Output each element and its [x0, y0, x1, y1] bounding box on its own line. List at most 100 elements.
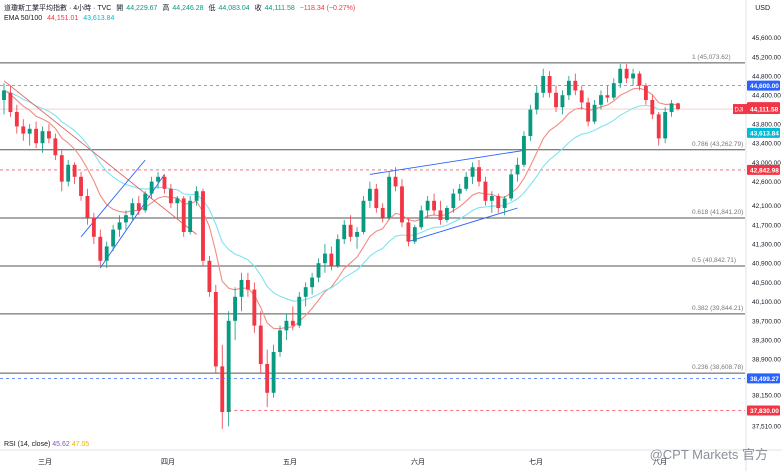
- candle-77: [496, 193, 501, 213]
- candle-88: [566, 76, 571, 100]
- candle-74: [477, 160, 481, 187]
- candle-body-94: [605, 95, 610, 98]
- candle-103: [663, 107, 668, 144]
- candle-65: [419, 205, 424, 230]
- price-tag-4: 42,842.98: [750, 167, 779, 174]
- candle-body-83: [534, 92, 539, 110]
- candle-86: [554, 85, 558, 112]
- candle-45: [290, 306, 295, 331]
- candle-87: [560, 90, 565, 115]
- candle-44: [284, 313, 289, 340]
- candle-body-93: [599, 95, 603, 105]
- candle-23: [149, 176, 154, 199]
- price-axis-layer: 45,600.00 45,200.00 44,800.00 44,400.00 43,8…: [733, 0, 781, 471]
- candle-57: [367, 181, 372, 208]
- candle-61: [393, 167, 398, 192]
- price-tick-0: 45,600.00: [752, 35, 781, 42]
- candle-body-47: [303, 287, 308, 297]
- candle-32: [207, 256, 212, 297]
- candle-30: [194, 186, 199, 206]
- price-tick-17: 38,150.00: [752, 393, 781, 400]
- candle-body-104: [669, 103, 674, 112]
- candle-body-58: [374, 188, 379, 208]
- fib-label-2: 0.618 (41,841.20): [692, 209, 743, 216]
- candle-26: [168, 184, 173, 208]
- price-tick-4: 43,800.00: [752, 122, 781, 129]
- candle-95: [611, 78, 616, 100]
- candle-body-90: [579, 90, 584, 103]
- candle-35: [226, 311, 231, 427]
- candle-body-2: [14, 112, 19, 127]
- price-tick-12: 40,500.00: [752, 280, 781, 287]
- candle-31: [201, 188, 205, 266]
- candle-body-78: [502, 198, 507, 208]
- candle-body-12: [79, 176, 83, 196]
- price-tick-10: 41,300.00: [752, 242, 781, 249]
- candle-body-92: [592, 104, 597, 122]
- candle-68: [438, 200, 443, 225]
- price-tag-bg-3: [747, 127, 780, 138]
- channel-upper: [80, 159, 146, 238]
- candle-body-68: [438, 210, 443, 220]
- candle-body-40: [258, 325, 263, 364]
- ema-layer: [3, 87, 679, 330]
- candle-body-11: [72, 164, 77, 177]
- candle-9: [59, 150, 64, 192]
- candle-body-103: [663, 112, 668, 139]
- candle-17: [111, 224, 116, 252]
- candle-25: [162, 174, 167, 194]
- trendline-red: [3, 80, 197, 235]
- price-tick-14: 39,700.00: [752, 318, 781, 325]
- candle-body-1: [8, 92, 13, 112]
- candle-79: [509, 169, 514, 201]
- candle-5: [34, 121, 39, 148]
- candle-48: [310, 272, 315, 295]
- candle-19: [124, 210, 128, 230]
- candle-body-54: [348, 224, 353, 237]
- candle-body-21: [136, 203, 141, 211]
- candle-body-64: [412, 227, 417, 242]
- candle-24: [156, 172, 160, 189]
- candle-83: [534, 85, 539, 115]
- candle-body-100: [643, 85, 648, 100]
- time-tick-1: 四月: [161, 458, 175, 466]
- rsi-ma-value: 47.05: [71, 441, 90, 448]
- candle-50: [323, 244, 327, 273]
- candle-105: [676, 102, 680, 111]
- candle-body-44: [284, 320, 289, 331]
- candle-body-10: [66, 164, 71, 182]
- currency-label: USD: [755, 5, 770, 12]
- candle-body-34: [220, 366, 225, 412]
- symbol-label: 道瓊斯工業平均指數 · 4小時 · TVC: [4, 5, 112, 12]
- candle-14: [91, 212, 96, 244]
- time-tick-0: 三月: [38, 458, 52, 466]
- candle-body-36: [233, 296, 238, 321]
- candle-36: [233, 287, 238, 340]
- time-tick-3: 六月: [411, 457, 425, 466]
- candle-body-16: [104, 246, 109, 261]
- candle-98: [631, 68, 635, 86]
- candle-body-41: [265, 364, 270, 393]
- price-tick-1: 45,200.00: [752, 54, 781, 61]
- candle-body-28: [181, 198, 186, 232]
- candle-15: [98, 229, 103, 266]
- rsi-label: RSI (14, close): [4, 441, 51, 448]
- candle-97: [624, 64, 629, 84]
- candle-body-38: [245, 280, 250, 290]
- candle-body-37: [239, 280, 244, 297]
- candle-body-48: [310, 277, 315, 288]
- ema50-line: [3, 87, 679, 330]
- candle-body-57: [367, 188, 372, 201]
- candle-62: [400, 179, 404, 228]
- candle-body-30: [194, 191, 199, 201]
- candle-100: [643, 83, 648, 105]
- candle-41: [265, 349, 270, 408]
- candle-body-98: [631, 73, 635, 79]
- candle-42: [271, 344, 276, 398]
- candle-body-85: [547, 76, 552, 93]
- candle-99: [637, 71, 642, 91]
- candle-body-66: [425, 200, 430, 211]
- candle-body-62: [400, 186, 404, 223]
- candle-body-74: [477, 167, 481, 182]
